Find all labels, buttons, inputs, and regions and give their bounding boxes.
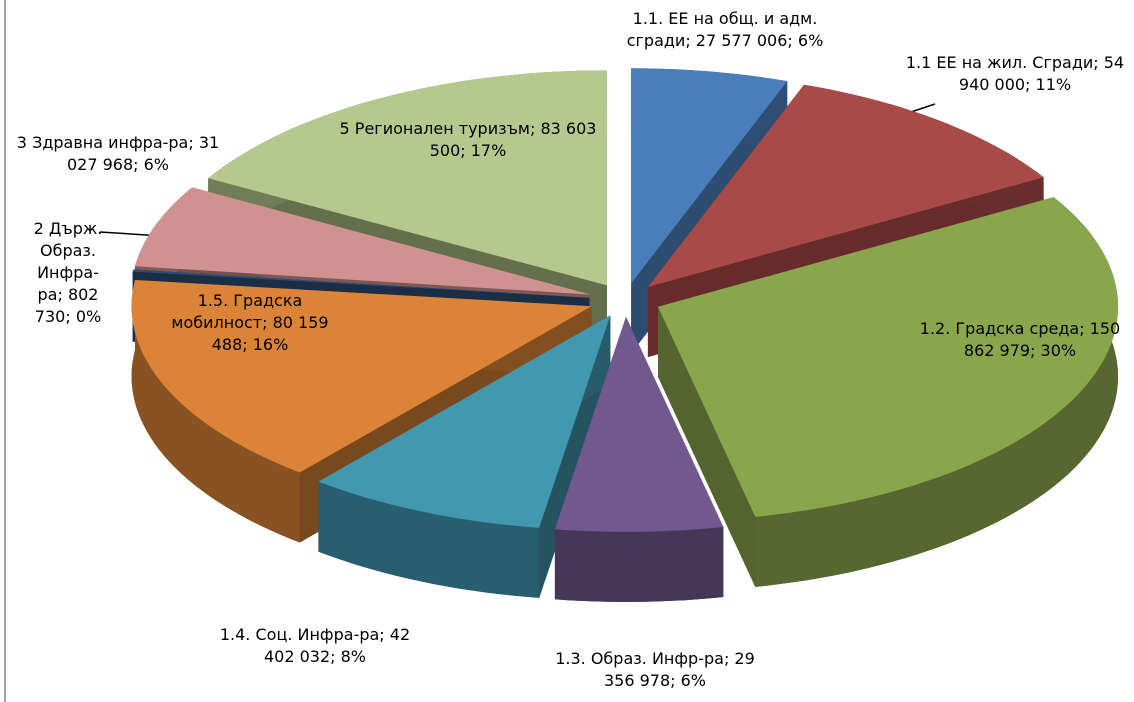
data-label: 1.4. Соц. Инфра-ра; 42 402 032; 8%: [219, 625, 411, 666]
data-label: 3 Здравна инфра-ра; 31 027 968; 6%: [16, 133, 220, 174]
slice-top: [318, 315, 611, 528]
slice-top: [631, 68, 788, 284]
data-label: 2 Държ. Образ. Инфра-ра; 802 730; 0%: [33, 219, 103, 326]
slice-top: [132, 269, 590, 298]
slice: [318, 315, 611, 598]
data-label: 1.1 ЕЕ на жил. Сгради; 54 940 000; 11%: [905, 53, 1125, 94]
slice-top: [658, 197, 1118, 517]
data-label: 1.3. Образ. Инфр-ра; 29 356 978; 6%: [555, 649, 755, 690]
slice-wall: [318, 481, 540, 598]
slice-side: [658, 306, 756, 587]
slice-wall: [554, 527, 724, 602]
slice-top: [134, 187, 591, 295]
slice: [554, 316, 724, 602]
data-label: 1.5. Градска мобилност; 80 159 488; 16%: [171, 291, 329, 354]
data-label: 5 Регионален туризъм; 83 603 500; 17%: [339, 119, 597, 160]
data-label: 1.1. ЕЕ на общ. и адм. сгради; 27 577 00…: [626, 9, 824, 50]
slice-top: [208, 70, 607, 286]
slice-top: [131, 280, 592, 473]
slice-top: [554, 316, 724, 532]
slice-wall: [131, 280, 300, 543]
data-label: 1.2. Градска среда; 150 862 979; 30%: [919, 319, 1121, 360]
slice-top: [647, 84, 1044, 287]
slice: [658, 197, 1118, 587]
slice-wall: [755, 197, 1118, 587]
